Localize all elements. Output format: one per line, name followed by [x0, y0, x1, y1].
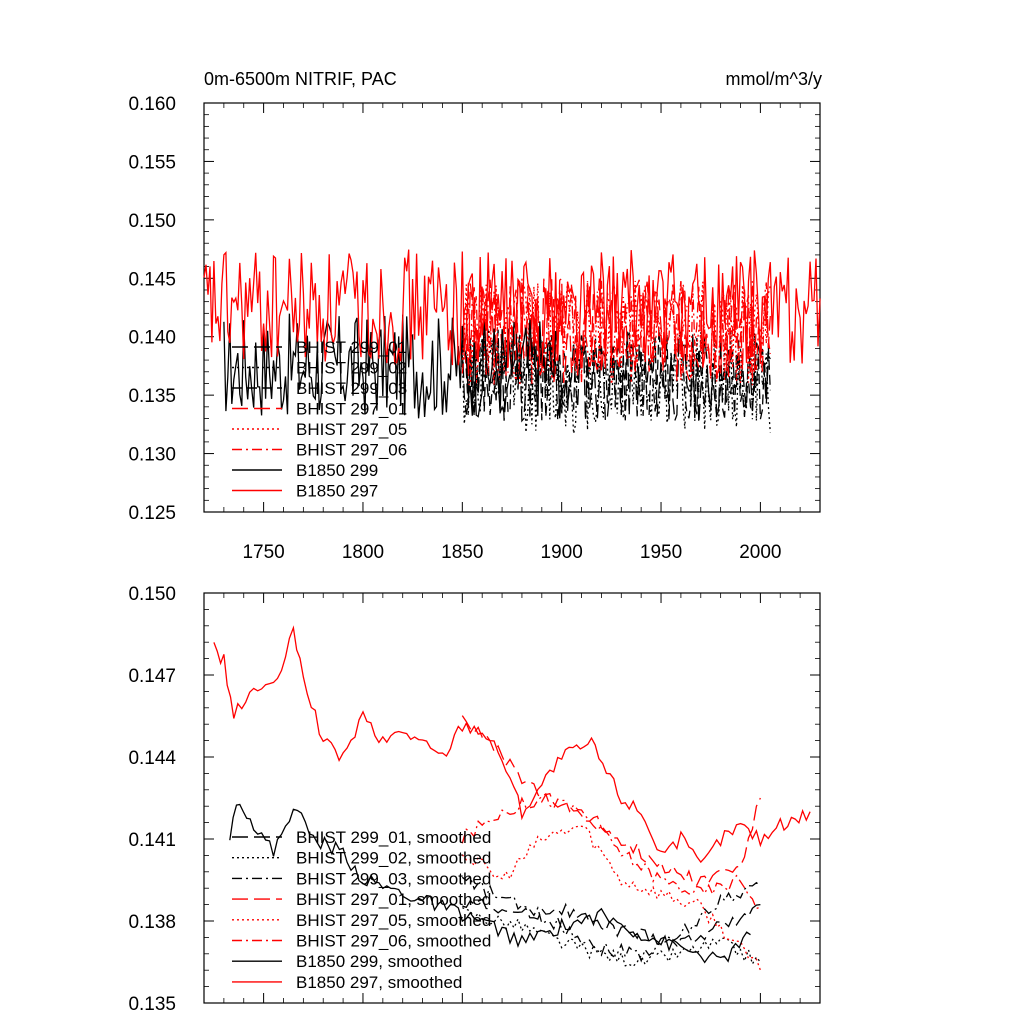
y-tick-label: 0.125	[128, 503, 176, 524]
legend-label: BHIST 299_01, smoothed	[296, 828, 491, 847]
series-line-b1850-297-smoothed	[213, 625, 811, 864]
legend-label: BHIST 297_05, smoothed	[296, 911, 491, 930]
x-tick-label: 1850	[441, 542, 483, 563]
legend-label: B1850 299, smoothed	[296, 952, 462, 971]
legend-label: BHIST 297_01, smoothed	[296, 890, 491, 909]
legend-label: BHIST 299_03	[296, 379, 407, 398]
series-line-bhist-297-06-smoothed	[461, 792, 761, 910]
y-tick-label: 0.145	[128, 269, 176, 290]
legend-label: BHIST 299_02, smoothed	[296, 849, 491, 868]
legend-label: BHIST 299_03, smoothed	[296, 869, 491, 888]
x-tick-label: 1950	[640, 542, 682, 563]
legend-label: BHIST 297_06, smoothed	[296, 932, 491, 951]
y-tick-label: 0.135	[128, 386, 176, 407]
y-tick-label: 0.144	[128, 748, 176, 769]
x-tick-label: 1900	[541, 542, 583, 563]
series-line-bhist-297-06	[461, 278, 771, 382]
y-tick-label: 0.138	[128, 912, 176, 933]
legend-label: BHIST 297_05	[296, 420, 407, 439]
series-line-b1850-299	[223, 313, 563, 419]
y-tick-label: 0.141	[128, 830, 176, 851]
series-line-b1850-299-smoothed	[229, 803, 751, 964]
series-line-b1850-297	[203, 249, 821, 366]
series-line-bhist-299-03-smoothed	[461, 875, 761, 963]
series-line-bhist-297-05-smoothed	[461, 825, 762, 971]
legend-label: BHIST 297_01	[296, 400, 407, 419]
legend-label: BHIST 297_06	[296, 441, 407, 460]
y-tick-label: 0.135	[128, 994, 176, 1015]
y-tick-label: 0.140	[128, 328, 176, 349]
y-tick-label: 0.155	[128, 152, 176, 173]
series-line-bhist-299-02-smoothed	[462, 907, 761, 968]
y-tick-label: 0.150	[128, 584, 176, 605]
series-line-bhist-299-01	[461, 331, 771, 424]
legend-label: B1850 297	[296, 482, 378, 501]
legend-label: BHIST 299_02	[296, 359, 407, 378]
legend-label: B1850 299	[296, 461, 378, 480]
series-line-bhist-299-02	[461, 328, 771, 434]
series-line-bhist-297-01	[461, 277, 771, 384]
top-chart-title: 0m-6500m NITRIF, PAC	[204, 69, 397, 89]
legend-label: BHIST 299_01	[296, 338, 407, 357]
series-line-bhist-297-01-smoothed	[461, 715, 761, 886]
x-tick-label: 1800	[342, 542, 384, 563]
x-tick-label: 2000	[739, 542, 781, 563]
y-tick-label: 0.160	[128, 94, 176, 115]
plot-frame-1	[203, 592, 821, 1004]
y-tick-label: 0.147	[128, 666, 176, 687]
x-tick-label: 1750	[242, 542, 284, 563]
legend-label: B1850 297, smoothed	[296, 973, 462, 992]
series-line-bhist-299-01-smoothed	[462, 898, 761, 947]
top-chart-units: mmol/m^3/y	[726, 69, 822, 89]
y-tick-label: 0.130	[128, 445, 176, 466]
y-tick-label: 0.150	[128, 211, 176, 232]
